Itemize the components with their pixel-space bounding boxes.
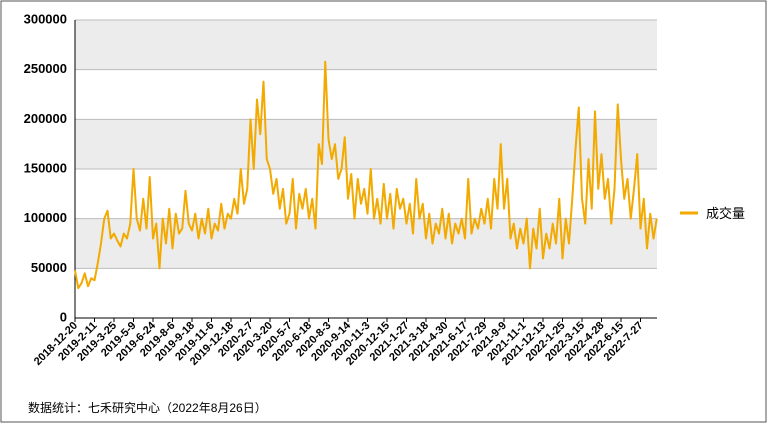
y-tick-label: 150000	[24, 160, 67, 175]
grid-band	[75, 119, 657, 169]
y-tick-label: 200000	[24, 111, 67, 126]
grid-band	[75, 20, 657, 70]
legend-label: 成交量	[706, 206, 745, 221]
y-tick-label: 50000	[31, 260, 67, 275]
y-tick-label: 250000	[24, 61, 67, 76]
source-note: 数据统计：七禾研究中心（2022年8月26日）	[28, 400, 267, 415]
y-tick-label: 0	[60, 309, 67, 324]
series-line	[74, 60, 658, 290]
y-tick-label: 300000	[24, 11, 67, 26]
y-tick-label: 100000	[24, 210, 67, 225]
